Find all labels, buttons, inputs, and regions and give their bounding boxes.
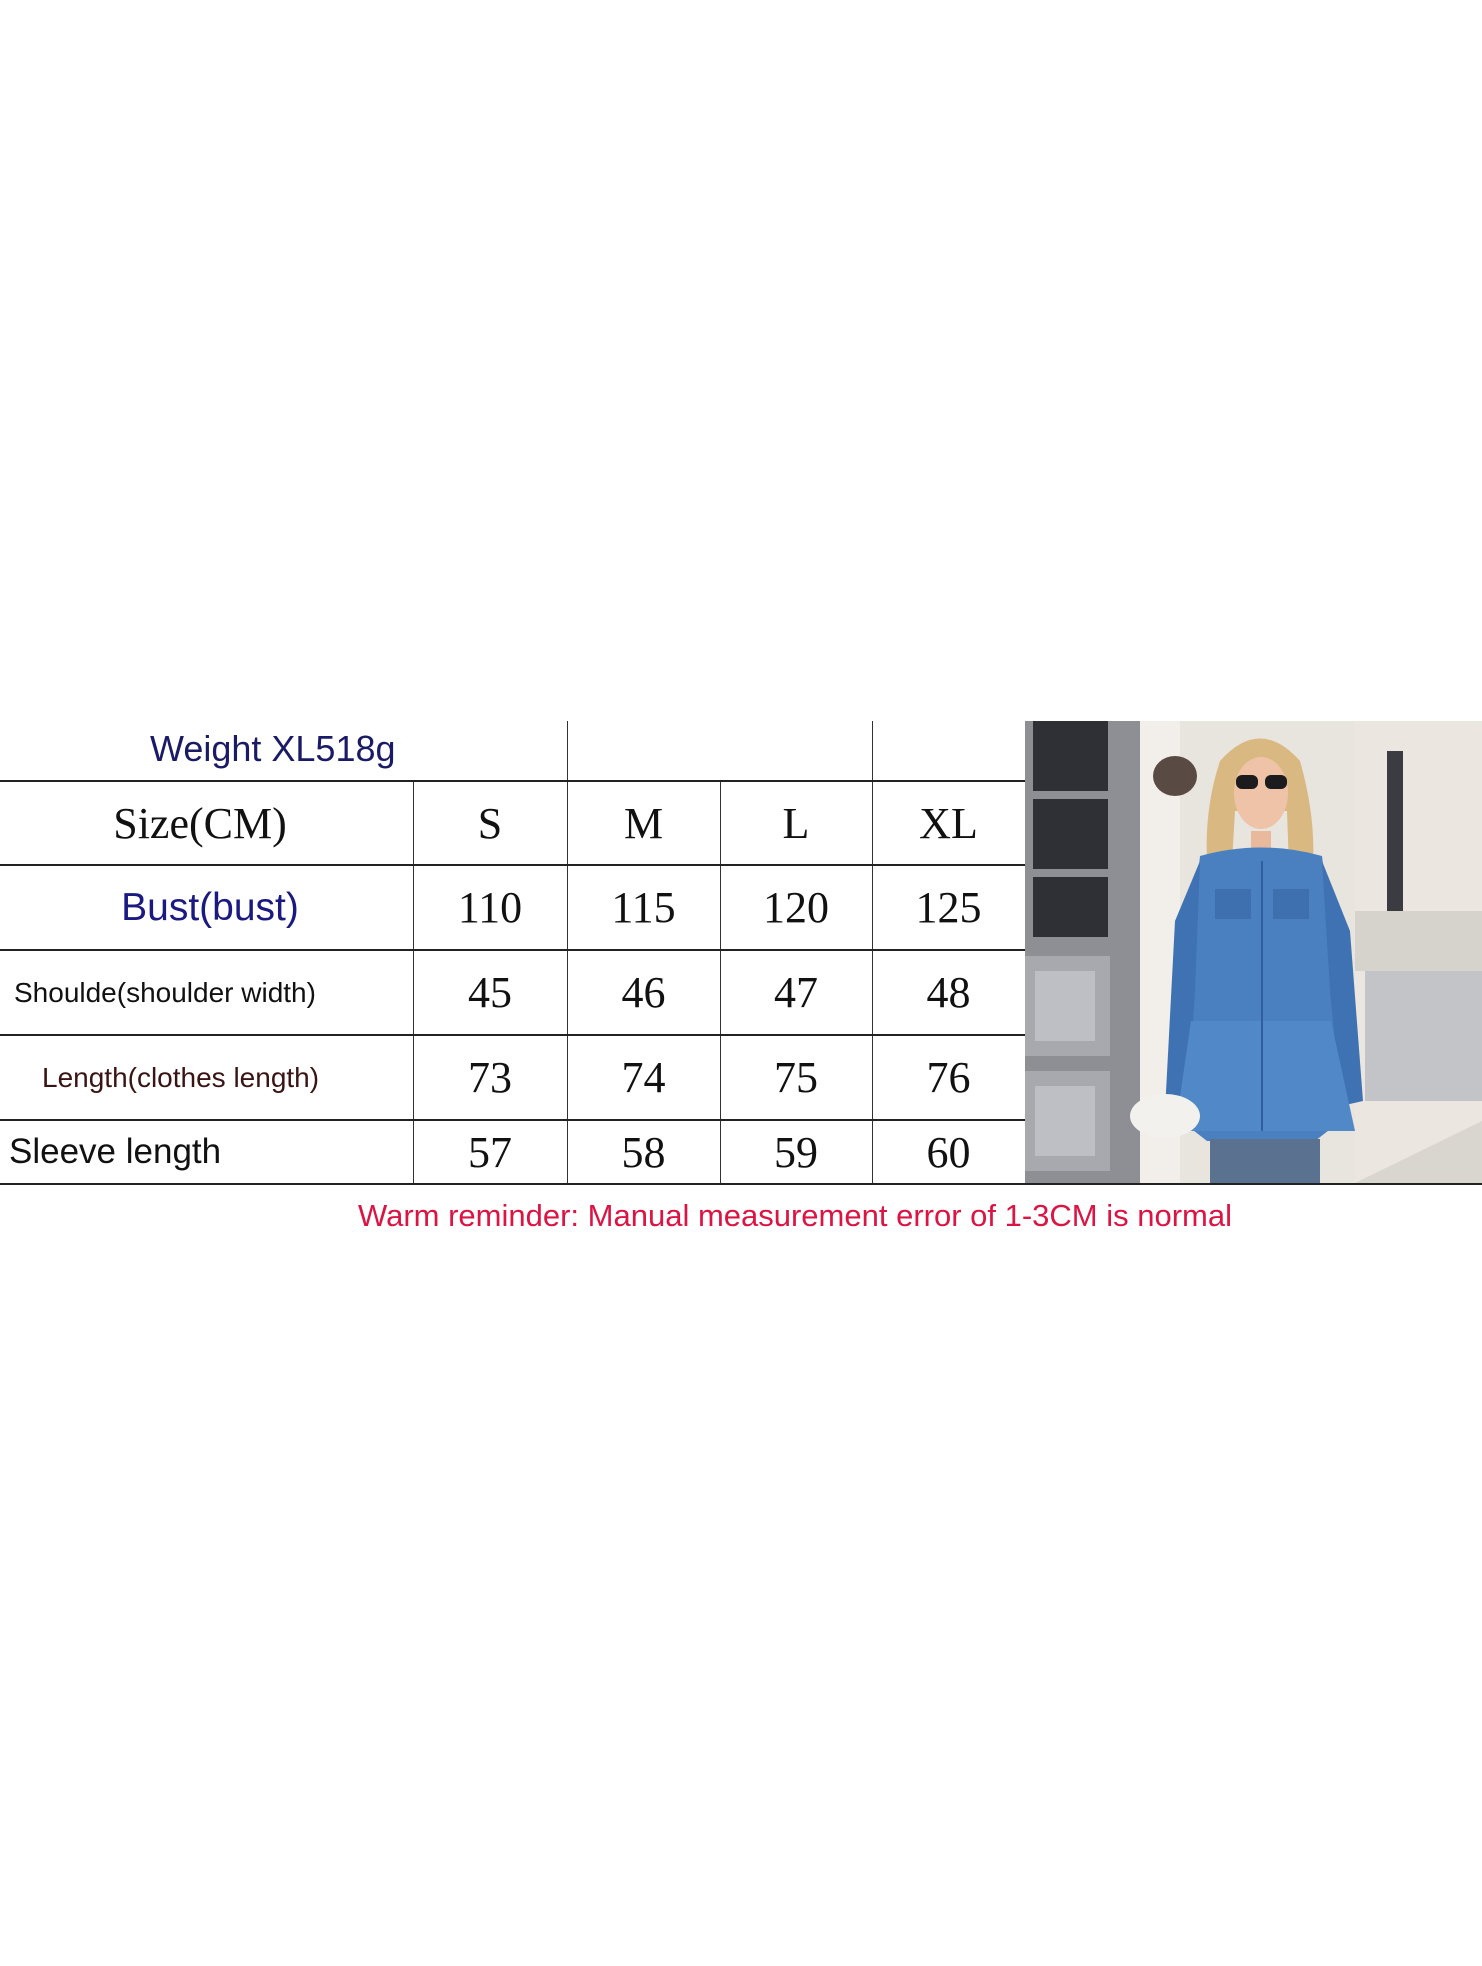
divider: [567, 721, 568, 1184]
row-label-bust: Bust(bust): [121, 885, 299, 929]
header-size-s: S: [477, 798, 503, 848]
cell-value: 45: [468, 968, 512, 1017]
weight-label: Weight XL518g: [150, 728, 396, 769]
cell-value: 125: [915, 883, 982, 932]
product-photo: [1025, 721, 1482, 1183]
measurement-reminder: Warm reminder: Manual measurement error …: [358, 1198, 1232, 1233]
cell-value: 74: [621, 1053, 666, 1102]
header-size-label: Size(CM): [113, 798, 287, 848]
cell-value: 115: [611, 883, 676, 932]
row-label-length: Length(clothes length): [42, 1061, 320, 1093]
cell-value: 47: [774, 968, 818, 1017]
cell-value: 48: [926, 968, 971, 1017]
header-size-l: L: [782, 798, 810, 848]
divider: [0, 1183, 1482, 1185]
cell-value: 60: [926, 1127, 971, 1177]
divider: [0, 780, 1025, 782]
cell-value: 58: [621, 1127, 666, 1177]
cell-value: 76: [926, 1053, 971, 1102]
header-size-m: M: [623, 798, 664, 848]
cell-value: 57: [468, 1127, 512, 1177]
row-label-shoulder: Shoulde(shoulder width): [14, 976, 316, 1008]
divider: [0, 1119, 1025, 1121]
cell-value: 46: [621, 968, 666, 1017]
divider: [0, 864, 1025, 866]
divider: [872, 721, 873, 1184]
divider: [0, 1034, 1025, 1036]
cell-value: 75: [774, 1053, 818, 1102]
cell-value: 73: [468, 1053, 512, 1102]
divider: [0, 949, 1025, 951]
divider: [720, 781, 721, 1184]
cell-value: 59: [774, 1127, 818, 1177]
divider: [413, 781, 414, 1184]
cell-value: 110: [457, 883, 523, 932]
header-size-xl: XL: [919, 798, 978, 848]
row-label-sleeve: Sleeve length: [9, 1132, 222, 1171]
cell-value: 120: [763, 883, 829, 932]
